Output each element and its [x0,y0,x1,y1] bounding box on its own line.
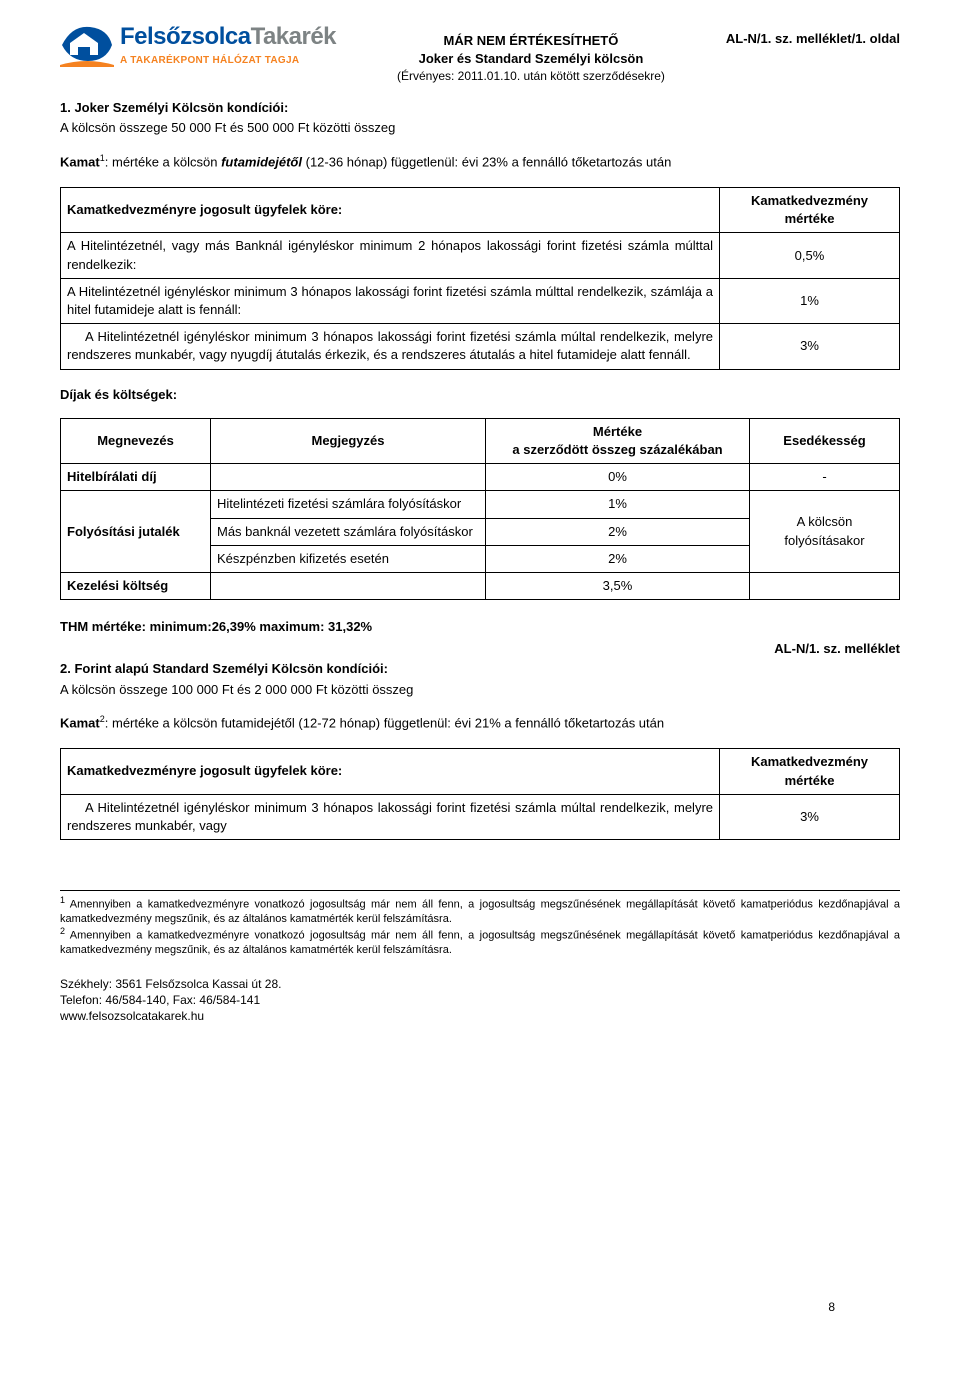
kedv1-row1-text: A Hitelintézetnél igényléskor minimum 3 … [61,278,720,323]
kamat-label: Kamat [60,154,100,169]
page-footer: Székhely: 3561 Felsőzsolca Kassai út 28.… [60,976,900,1025]
doc-title-2: Joker és Standard Személyi kölcsön [336,50,726,68]
kedv1-head-left: Kamatkedvezményre jogosult ügyfelek köre… [61,188,720,233]
dijak-kezel-val: 3,5% [486,572,750,599]
kedv2-head-right: Kamatkedvezmény mértéke [720,749,900,794]
section2-line-a: A kölcsön összege 100 000 Ft és 2 000 00… [60,681,900,699]
dijak-foly-name: Folyósítási jutalék [61,491,211,573]
brand-part-1: Felsőzsolca [120,23,251,50]
dijak-heading: Díjak és költségek: [60,386,900,404]
dijak-foly-esed: A kölcsön folyósításakor [750,491,900,573]
kedv1-row0-text: A Hitelintézetnél, vagy más Banknál igén… [61,233,720,278]
dijak-foly-megj-1: Más banknál vezetett számlára folyósítás… [211,518,486,545]
section2-kamat: Kamat2: mértéke a kölcsön futamidejétől … [60,713,900,733]
dijak-hitelb-name: Hitelbírálati díj [61,464,211,491]
section1-line-a: A kölcsön összege 50 000 Ft és 500 000 F… [60,119,900,137]
dijak-hitelb-esed: - [750,464,900,491]
dijak-h3: Esedékesség [750,418,900,463]
dijak-h1: Megjegyzés [211,418,486,463]
section1-kamat: Kamat1: mértéke a kölcsön futamidejétől … [60,152,900,172]
kedv1-row1-value: 1% [720,278,900,323]
footer-line2: Telefon: 46/584-140, Fax: 46/584-141 [60,992,900,1008]
doc-title-3: (Érvényes: 2011.01.10. után kötött szerz… [336,68,726,85]
dijak-hitelb-megj [211,464,486,491]
dijak-foly-megj-0: Hitelintézeti fizetési számlára folyósít… [211,491,486,518]
kedv2-row0-text: A Hitelintézetnél igényléskor minimum 3 … [61,794,720,839]
dijak-foly-val-2: 2% [486,545,750,572]
footnote-1: 1 Amennyiben a kamatkedvezményre vonatko… [60,895,900,926]
brand-tagline: A TAKARÉKPONT HÁLÓZAT TAGJA [120,54,336,68]
doc-title-block: MÁR NEM ÉRTÉKESÍTHETŐ Joker és Standard … [336,32,726,85]
dijak-h2: Mértéke a szerződött összeg százalékában [486,418,750,463]
kedv1-head-right: Kamatkedvezmény mértéke [720,188,900,233]
footnote-separator [60,890,900,891]
dijak-kezel-name: Kezelési költség [61,572,211,599]
kamat2-text: : mértéke a kölcsön futamidejétől (12-72… [105,715,664,730]
footer-line3: www.felsozsolcatakarek.hu [60,1008,900,1024]
kedv1-row0-value: 0,5% [720,233,900,278]
footnote-1-text: Amennyiben a kamatkedvezményre vonatkozó… [60,899,900,925]
brand-part-2: Takarék [251,23,336,50]
kamat2-label: Kamat [60,715,100,730]
dijak-table: Megnevezés Megjegyzés Mértéke a szerződö… [60,418,900,600]
brand-name: FelsőzsolcaTakarék [120,20,336,54]
kedv2-row0-value: 3% [720,794,900,839]
kamatkedvezmeny-table-1: Kamatkedvezményre jogosult ügyfelek köre… [60,187,900,370]
dijak-foly-megj-2: Készpénzben kifizetés esetén [211,545,486,572]
dijak-kezel-esed [750,572,900,599]
kedv1-row2-text: A Hitelintézetnél igényléskor minimum 3 … [61,324,720,369]
doc-title-1: MÁR NEM ÉRTÉKESÍTHETŐ [336,32,726,50]
footnote-2-text: Amennyiben a kamatkedvezményre vonatkozó… [60,930,900,956]
kedv2-head-left: Kamatkedvezményre jogosult ügyfelek köre… [61,749,720,794]
dijak-h0: Megnevezés [61,418,211,463]
logo: FelsőzsolcaTakarék A TAKARÉKPONT HÁLÓZAT… [60,20,336,68]
page-number: 8 [828,1299,835,1316]
footnote-2: 2 Amennyiben a kamatkedvezményre vonatko… [60,926,900,957]
thm-line: THM mértéke: minimum:26,39% maximum: 31,… [60,618,900,636]
logo-icon [60,21,114,67]
kedv1-row2-value: 3% [720,324,900,369]
header-annex-ref: AL-N/1. sz. melléklet/1. oldal [726,30,900,48]
dijak-foly-val-1: 2% [486,518,750,545]
annex-ref-2: AL-N/1. sz. melléklet [60,640,900,658]
dijak-foly-val-0: 1% [486,491,750,518]
footer-line1: Székhely: 3561 Felsőzsolca Kassai út 28. [60,976,900,992]
dijak-kezel-megj [211,572,486,599]
page-header: FelsőzsolcaTakarék A TAKARÉKPONT HÁLÓZAT… [60,20,900,85]
dijak-hitelb-val: 0% [486,464,750,491]
section1-heading: 1. Joker Személyi Kölcsön kondíciói: [60,99,900,117]
section2-heading: 2. Forint alapú Standard Személyi Kölcsö… [60,660,900,678]
kamatkedvezmeny-table-2: Kamatkedvezményre jogosult ügyfelek köre… [60,748,900,840]
kamat-text-b: futamidejétől [221,154,302,169]
kamat-text-a: : mértéke a kölcsön [105,154,221,169]
kamat-text-c: (12-36 hónap) függetlenül: évi 23% a fen… [302,154,671,169]
